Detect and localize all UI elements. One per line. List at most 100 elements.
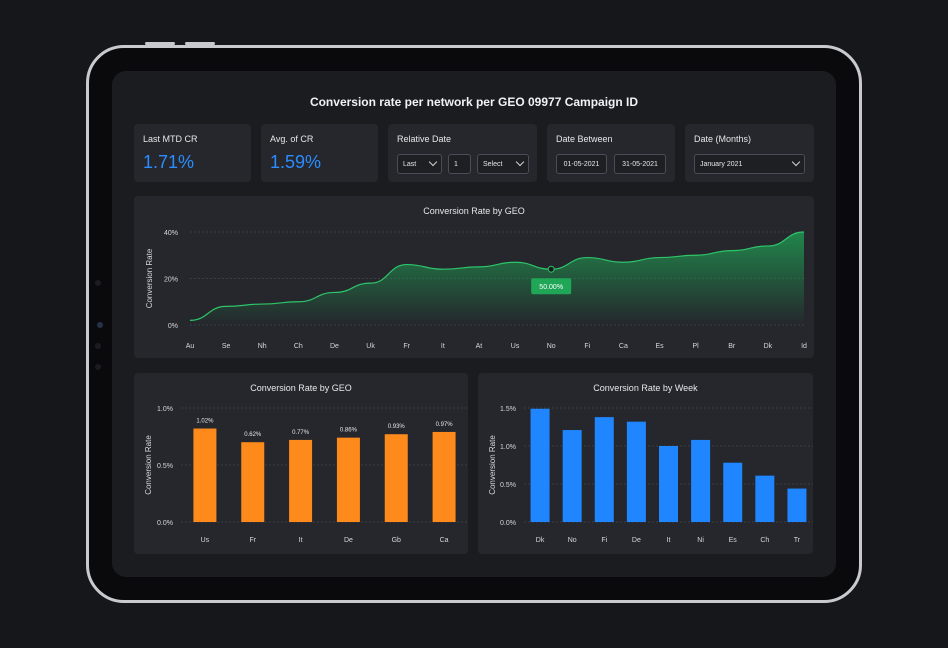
x-tick-label: Ch	[294, 343, 303, 350]
x-tick-label: Fr	[249, 537, 256, 544]
bar	[530, 408, 550, 522]
unit-select[interactable]: Select	[477, 154, 529, 174]
bar	[594, 417, 614, 522]
series-line	[189, 231, 805, 321]
x-tick-label: De	[330, 343, 339, 350]
y-tick-label: 0%	[168, 323, 178, 330]
data-label: 0.97%	[436, 422, 454, 428]
x-tick-label: Id	[801, 343, 807, 350]
month-select[interactable]: January 2021	[694, 154, 805, 174]
end-date-input[interactable]: 31-05-2021	[614, 154, 666, 174]
date-months-filter: Date (Months) January 2021	[685, 124, 814, 182]
data-label: 0.93%	[388, 424, 406, 430]
filter-label: Relative Date	[397, 134, 452, 144]
area-fill	[190, 232, 804, 325]
x-tick-label: Se	[222, 343, 231, 350]
geo-bar-chart: 0.0% 0.5% 1.0% Conversion Rate Us 1.02% Fr 0.62…	[144, 406, 468, 544]
tooltip-box	[531, 278, 572, 295]
kpi-card-avg-cr: Avg. of CR 1.59%	[261, 124, 378, 182]
x-tick-label: Us	[511, 343, 520, 350]
data-label: 0.62%	[244, 432, 262, 438]
chart-title: Conversion Rate by GEO	[423, 206, 525, 216]
bar	[193, 428, 217, 522]
bar	[691, 439, 711, 522]
bar	[289, 439, 313, 522]
y-tick-label: 20%	[164, 277, 178, 284]
x-tick-label: It	[667, 537, 671, 544]
x-tick-label: Ni	[697, 537, 704, 544]
chevron-down-icon	[515, 157, 525, 167]
kpi-label: Last MTD CR	[143, 134, 198, 144]
x-tick-label: No	[547, 343, 556, 350]
x-tick-label: Fr	[403, 343, 410, 350]
x-tick-label: Tr	[794, 537, 801, 544]
y-tick-label: 1.5%	[500, 406, 516, 413]
x-tick-label: Dk	[536, 537, 545, 544]
unit-value: Select	[483, 160, 503, 168]
bar	[723, 462, 743, 522]
x-tick-label: Pl	[693, 343, 700, 350]
x-tick-label: No	[568, 537, 577, 544]
bar	[659, 446, 678, 522]
x-tick-label: Dk	[764, 343, 773, 350]
x-tick-label: Ca	[619, 343, 628, 350]
x-tick-label: Gb	[392, 537, 401, 544]
data-label: 0.86%	[340, 428, 358, 434]
end-date-value: 31-05-2021	[622, 160, 658, 168]
data-label: 1.02%	[196, 419, 214, 425]
power-button	[185, 42, 215, 45]
period-select[interactable]: Last	[397, 154, 442, 174]
count-input[interactable]: 1	[448, 154, 471, 174]
area-chart: 0% 20% 40% Conversion Rate Au Se Nh Ch De Uk Fr It A…	[145, 230, 807, 350]
x-tick-label: It	[299, 537, 303, 544]
week-bar-chart: 0.0% 0.5% 1.0% 1.5% Conversion Rate Dk No Fi De I…	[488, 406, 813, 544]
side-dot	[95, 343, 101, 349]
relative-date-filter: Relative Date Last 1 Select	[388, 124, 537, 182]
x-tick-label: Uk	[366, 343, 375, 350]
x-tick-label: Nh	[258, 343, 267, 350]
chart-title: Conversion Rate by GEO	[250, 383, 352, 393]
y-axis-label: Conversion Rate	[145, 248, 154, 308]
data-label: 0.77%	[292, 430, 310, 436]
bar	[432, 431, 456, 522]
bar	[241, 442, 265, 522]
camera-icon	[97, 322, 103, 328]
geo-bar-chart-card: Conversion Rate by GEO 0.0% 0.5% 1.0% Conve…	[134, 373, 468, 554]
chevron-down-icon	[428, 157, 438, 167]
kpi-card-last-mtd: Last MTD CR 1.71%	[134, 124, 251, 182]
start-date-input[interactable]: 01-05-2021	[556, 154, 607, 174]
kpi-value: 1.59%	[270, 152, 322, 172]
start-date-value: 01-05-2021	[563, 160, 600, 168]
kpi-label: Avg. of CR	[270, 134, 314, 144]
x-tick-label: Ch	[760, 537, 769, 544]
y-axis-label: Conversion Rate	[144, 435, 153, 495]
period-value: Last	[403, 160, 417, 168]
bar	[787, 488, 807, 522]
x-tick-label: Es	[729, 537, 738, 544]
date-between-filter: Date Between 01-05-2021 31-05-2021	[547, 124, 675, 182]
y-tick-label: 0.5%	[157, 463, 173, 470]
x-tick-label: Us	[201, 537, 210, 544]
y-tick-label: 40%	[164, 230, 178, 237]
y-tick-label: 0.0%	[500, 520, 516, 527]
bar	[384, 434, 408, 522]
filter-label: Date (Months)	[694, 134, 752, 144]
x-tick-label: Au	[186, 343, 195, 350]
count-value: 1	[454, 160, 458, 168]
kpi-value: 1.71%	[143, 152, 195, 172]
y-axis-label: Conversion Rate	[488, 435, 497, 495]
bar	[626, 421, 646, 522]
tooltip-label: 50.00%	[539, 284, 563, 291]
x-tick-label: Fi	[601, 537, 607, 544]
x-tick-label: Es	[655, 343, 664, 350]
y-tick-label: 1.0%	[500, 444, 516, 451]
data-point-marker	[547, 265, 555, 273]
x-tick-label: Ca	[440, 537, 449, 544]
x-tick-label: Br	[728, 343, 736, 350]
y-tick-label: 0.0%	[157, 520, 173, 527]
filter-label: Date Between	[556, 134, 613, 144]
week-bar-chart-card: Conversion Rate by Week 0.0% 0.5% 1.0% 1.5%…	[478, 373, 813, 554]
x-tick-label: De	[344, 537, 353, 544]
area-chart-card: Conversion Rate by GEO 0% 20% 40% Conversio…	[134, 196, 814, 358]
chevron-down-icon	[791, 157, 801, 167]
